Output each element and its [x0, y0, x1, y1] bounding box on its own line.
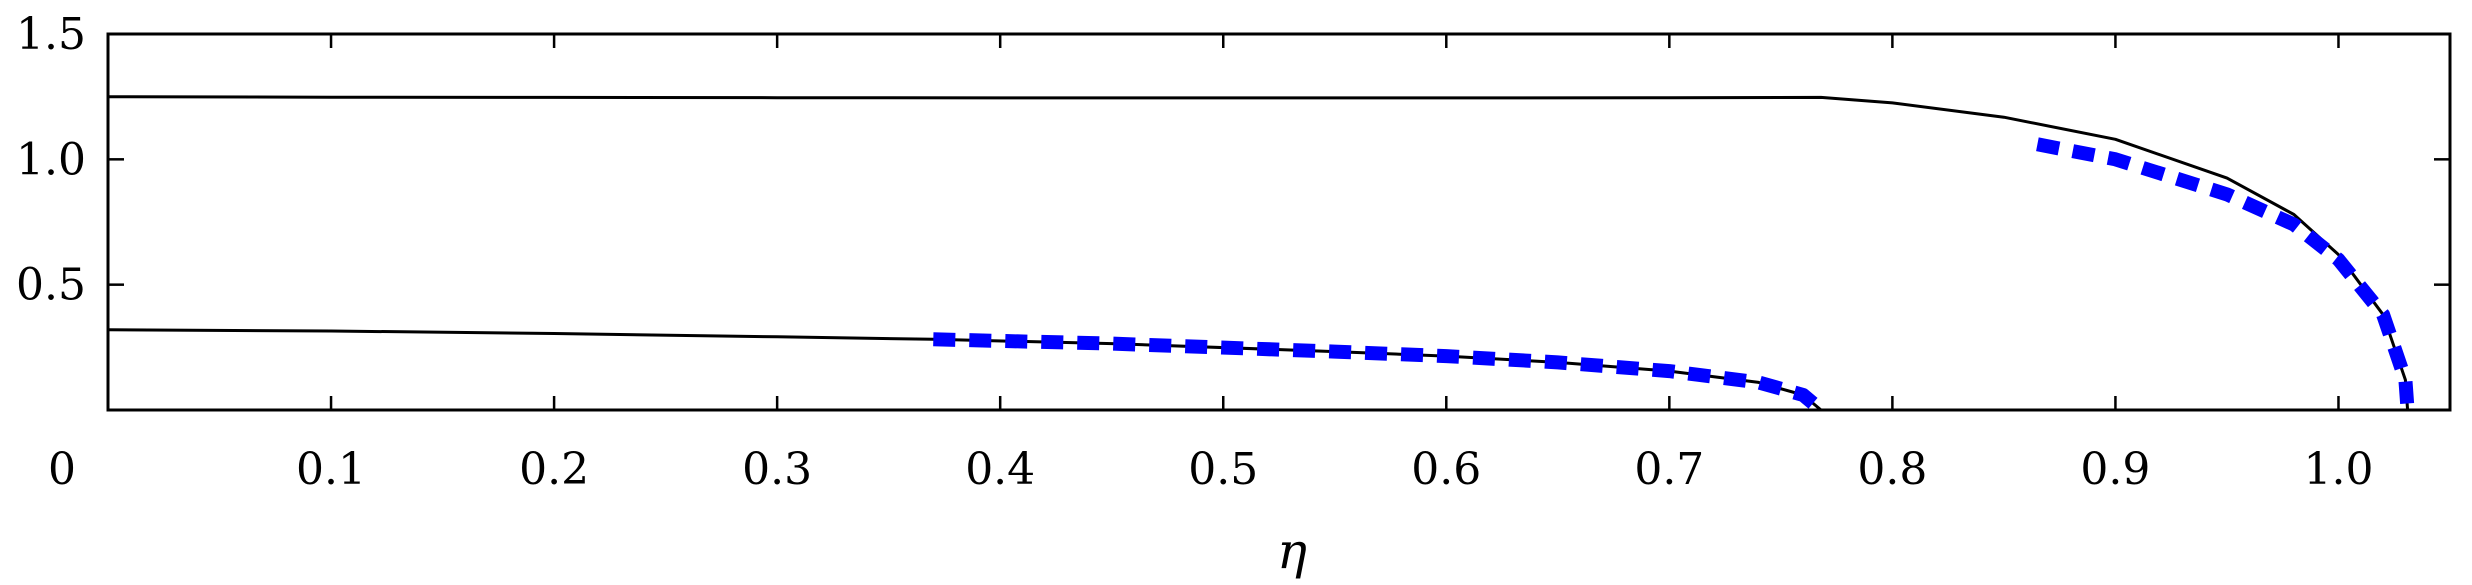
x-tick-label: 0.3 [742, 444, 812, 495]
x-tick-label: 0.1 [296, 444, 366, 495]
x-tick-label: 0.9 [2080, 444, 2150, 495]
solid-series-line [107, 95, 2410, 411]
x-tick-label: 0.6 [1411, 444, 1481, 495]
x-tick-label: 0.5 [1188, 444, 1258, 495]
y-tick-label: 0.5 [16, 260, 86, 311]
dashed-series-line [933, 332, 1826, 416]
x-tick-label: 0.2 [519, 444, 589, 495]
series-layer [107, 95, 2415, 416]
x-tick-label: 0.7 [1634, 444, 1704, 495]
x-axis-title: η [1277, 522, 1307, 580]
plot-frame [106, 32, 2452, 412]
x-tick-label: 0.4 [965, 444, 1035, 495]
tick-layer: 0 0.1 0.2 0.3 0.4 0.5 0.6 0.7 0.8 0.9 1.0 0.5 1.0 1.5 [16, 9, 2450, 495]
dashed-series-line [2036, 137, 2415, 411]
x-tick-label: 0 [48, 444, 76, 495]
x-tick-label: 1.0 [2303, 444, 2373, 495]
y-tick-label: 1.0 [16, 134, 86, 185]
y-tick-label: 1.5 [16, 9, 86, 60]
x-tick-label: 0.8 [1857, 444, 1927, 495]
